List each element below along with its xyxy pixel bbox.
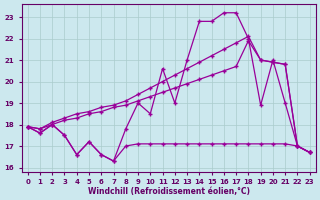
X-axis label: Windchill (Refroidissement éolien,°C): Windchill (Refroidissement éolien,°C) bbox=[88, 187, 250, 196]
